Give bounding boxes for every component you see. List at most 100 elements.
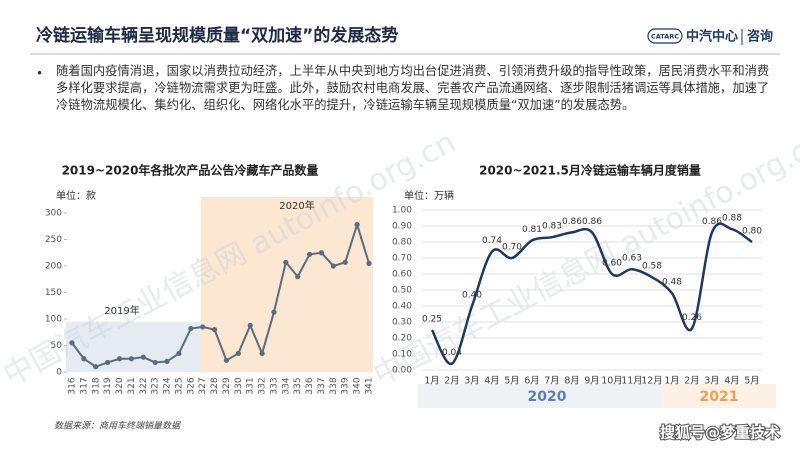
source: 数据来源：商用车终端销量数据 <box>54 421 182 432</box>
y-tick-label: 0.10 <box>392 350 412 360</box>
y-tick-label: 0.70 <box>392 254 412 264</box>
point <box>211 327 218 333</box>
y-tick-label: 50 <box>51 341 63 351</box>
data-label: 0.74 <box>482 236 502 246</box>
point <box>140 354 146 360</box>
y-tick-label: 0.40 <box>392 302 412 312</box>
x-tick-label: 318 <box>91 377 101 394</box>
x-tick-label: 12月 <box>641 376 663 387</box>
data-label: 0.40 <box>462 291 482 301</box>
point <box>342 259 348 265</box>
x-tick-label: 334 <box>281 377 291 394</box>
x-tick-label: 326 <box>186 377 196 394</box>
region-2020 <box>200 197 373 372</box>
y-tick-label: 150 <box>45 288 62 298</box>
data-label: 0.86 <box>582 217 602 227</box>
point <box>93 364 99 370</box>
x-tick-label: 325 <box>174 377 184 394</box>
brand: 中汽中心 <box>686 29 738 45</box>
x-tick-label: 327 <box>198 377 208 394</box>
y-tick-label: 100 <box>45 315 62 325</box>
point <box>235 350 241 357</box>
x-tick-label: 320 <box>115 377 125 394</box>
group-2021 <box>662 384 776 408</box>
point <box>283 259 289 265</box>
y-tick-label: 0.50 <box>392 286 412 296</box>
point <box>307 251 313 257</box>
x-tick-label: 5月 <box>504 376 520 387</box>
y-tick-label: 0.80 <box>392 238 412 248</box>
y-tick-label: 0.30 <box>392 318 412 328</box>
x-tick-label: 339 <box>341 377 351 394</box>
group-label: 2021 <box>700 389 739 405</box>
x-tick-label: 11月 <box>621 376 643 387</box>
x-tick-label: 10月 <box>601 376 623 387</box>
y-tick-label: 0.00 <box>392 366 412 376</box>
annotation: 2020年 <box>279 199 314 212</box>
point <box>69 340 75 346</box>
data-label: 0.25 <box>422 315 442 325</box>
annotation: 2019年 <box>104 304 139 317</box>
x-tick-label: 321 <box>127 377 137 394</box>
point <box>116 356 123 362</box>
point <box>366 260 372 266</box>
point <box>105 359 111 366</box>
point <box>81 356 87 362</box>
point <box>176 350 182 357</box>
x-tick-label: 322 <box>139 377 149 394</box>
x-tick-label: 335 <box>293 377 303 394</box>
x-tick-label: 333 <box>269 377 279 394</box>
y-tick-label: 0.60 <box>392 270 412 280</box>
x-tick-label: 6月 <box>524 376 540 387</box>
data-label: 0.88 <box>722 214 742 224</box>
x-tick-label: 331 <box>246 377 256 394</box>
y-tick-label: 1.00 <box>392 206 412 216</box>
group-label: 2020 <box>528 389 567 405</box>
x-tick-label: 7月 <box>544 376 560 387</box>
bullet-box: 随着国内疫情消退，国家以消费拉动经济，上半年从中央到地方均出台促进消费、引领消费… <box>56 64 770 112</box>
point <box>164 358 170 364</box>
data-label: 0.48 <box>662 278 682 288</box>
point <box>223 357 230 363</box>
y-axis-label: 单位：款 <box>56 189 96 202</box>
x-tick-label: 8月 <box>564 376 580 387</box>
x-tick-label: 337 <box>317 377 327 394</box>
data-label: 0.80 <box>742 227 762 237</box>
x-tick-label: 328 <box>210 377 220 394</box>
x-tick-label: 2月 <box>444 376 460 387</box>
region-2019 <box>66 321 201 372</box>
x-tick-label: 336 <box>305 377 315 394</box>
point <box>247 322 253 328</box>
point <box>318 250 325 256</box>
data-label: 0.63 <box>622 254 642 264</box>
x-tick-label: 329 <box>222 377 232 394</box>
x-tick-label: 317 <box>79 377 89 394</box>
bullet: 随着国内疫情消退，国家以消费拉动经济，上半年从中央到地方均出台促进消费、引领消费… <box>56 64 770 112</box>
point <box>259 350 265 357</box>
data-label: 0.58 <box>642 262 662 272</box>
x-tick-label: 9月 <box>584 376 600 387</box>
data-label: 0.86 <box>702 217 722 227</box>
y-tick-label: 0.20 <box>392 334 412 344</box>
point <box>128 356 134 362</box>
x-tick-label: 332 <box>258 377 268 394</box>
y-tick-label: 0.90 <box>392 222 412 232</box>
point <box>200 324 206 330</box>
y-tick-label: 300 <box>45 209 62 219</box>
title: 冷链运输车辆呈现规模质量“双加速”的发展态势 <box>36 25 398 46</box>
data-label: 0.81 <box>522 225 542 235</box>
point <box>188 325 194 332</box>
section: 咨询 <box>747 29 773 45</box>
y-tick-label: 200 <box>45 262 62 272</box>
logo-badge <box>647 28 683 44</box>
data-label: 0.04 <box>442 348 462 358</box>
x-tick-label: 3月 <box>464 376 480 387</box>
y-axis-label: 单位：万辆 <box>404 189 454 202</box>
data-label: 0.60 <box>602 259 622 269</box>
x-tick-label: 4月 <box>484 376 500 387</box>
x-tick-label: 5月 <box>744 376 760 387</box>
x-tick-label: 319 <box>103 377 113 394</box>
y-tick-label: 250 <box>45 235 62 245</box>
